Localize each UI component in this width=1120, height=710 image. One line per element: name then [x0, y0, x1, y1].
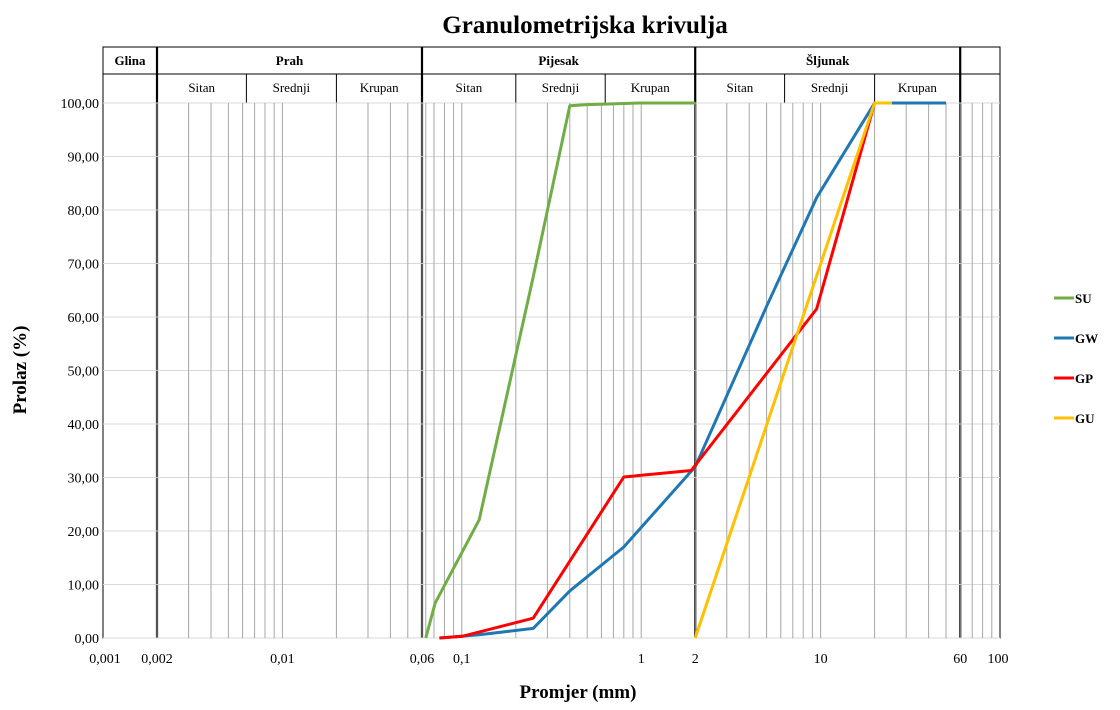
y-tick-label: 0,00 — [75, 632, 100, 647]
x-tick-label: 1 — [638, 652, 645, 667]
grid — [103, 102, 1000, 639]
soil-class-label: Pijesak — [538, 53, 579, 68]
x-tick-label: 100 — [988, 652, 1009, 667]
y-tick-label: 100,00 — [61, 97, 100, 112]
y-tick-label: 30,00 — [68, 472, 100, 487]
y-tick-label: 60,00 — [68, 311, 100, 326]
y-tick-label: 10,00 — [68, 579, 100, 594]
soil-class-label: Prah — [276, 53, 304, 68]
series-line-gp — [439, 102, 877, 640]
legend-label-gp: GP — [1075, 371, 1093, 386]
series-line-su — [424, 101, 696, 639]
legend-label-gu: GU — [1075, 411, 1095, 426]
y-tick-label: 80,00 — [68, 204, 100, 219]
tick-labels: 0,0010,0020,0030,0040,0050,0060,0070,008… — [61, 97, 1009, 667]
x-tick-label: 0,001 — [89, 652, 121, 667]
soil-subclass-label: Sitan — [456, 80, 483, 95]
legend-label-su: SU — [1075, 291, 1092, 306]
x-tick-label: 0,01 — [270, 652, 295, 667]
x-tick-label: 10 — [814, 652, 828, 667]
legend-label-gw: GW — [1075, 331, 1098, 346]
x-tick-label: 0,002 — [141, 652, 173, 667]
chart-title: Granulometrijska krivulja — [442, 12, 728, 39]
series-lines — [424, 101, 946, 640]
soil-subclass-label: Krupan — [360, 80, 399, 95]
y-tick-label: 40,00 — [68, 418, 100, 433]
x-tick-label: 0,1 — [453, 652, 471, 667]
x-axis-title: Promjer (mm) — [520, 682, 637, 703]
soil-subclass-label: Sitan — [188, 80, 215, 95]
x-tick-label: 2 — [692, 652, 699, 667]
soil-subclass-label: Krupan — [898, 80, 937, 95]
soil-subclass-label: Srednji — [811, 80, 849, 95]
soil-subclass-label: Sitan — [727, 80, 754, 95]
series-line-gu — [693, 101, 892, 639]
legend: SU GW GP GU — [1054, 291, 1098, 426]
y-tick-label: 20,00 — [68, 525, 100, 540]
y-axis-title: Prolaz (%) — [10, 326, 31, 415]
y-tick-label: 70,00 — [68, 258, 100, 273]
y-tick-label: 50,00 — [68, 365, 100, 380]
soil-class-label: Glina — [114, 53, 146, 68]
y-tick-label: 90,00 — [68, 151, 100, 166]
soil-subclass-label: Krupan — [631, 80, 670, 95]
x-tick-label: 60 — [953, 652, 967, 667]
soil-subclass-label: Srednji — [273, 80, 311, 95]
x-tick-label: 0,06 — [410, 652, 435, 667]
soil-class-label: Šljunak — [806, 53, 850, 68]
soil-subclass-label: Srednji — [542, 80, 580, 95]
